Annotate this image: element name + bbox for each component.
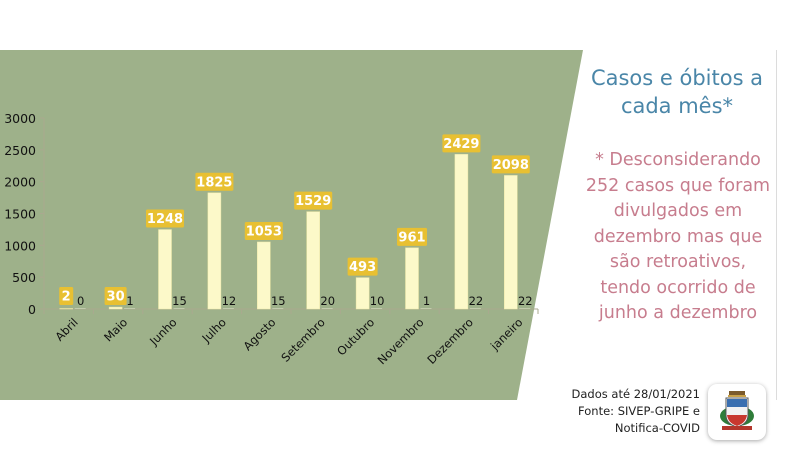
data-label-box	[195, 172, 234, 191]
y-tick-label: 3000	[4, 111, 36, 126]
data-label-cases: 2429	[443, 137, 479, 152]
data-label-cases: 2	[62, 290, 71, 305]
y-tick-label: 0	[28, 302, 36, 317]
municipal-emblem	[708, 384, 766, 440]
bar-deaths	[420, 308, 432, 309]
data-label-box	[347, 257, 378, 276]
data-label-box	[146, 209, 184, 228]
bar-deaths	[222, 308, 234, 309]
bar-deaths	[321, 308, 333, 309]
bar-deaths	[74, 308, 86, 309]
data-date: Dados até 28/01/2021	[571, 387, 700, 401]
data-label-box	[397, 227, 427, 246]
data-label-cases: 493	[349, 260, 376, 275]
municipal-coat-of-arms-icon	[720, 391, 754, 430]
data-label-cases: 2098	[493, 158, 529, 173]
data-label-box	[59, 287, 74, 305]
bar-cases	[108, 306, 123, 310]
y-tick-label: 2000	[4, 175, 36, 190]
bar-cases	[306, 211, 320, 310]
data-label-box	[104, 287, 127, 305]
bar-cases	[257, 241, 271, 310]
data-label-deaths: 20	[320, 294, 335, 308]
bar-deaths	[469, 308, 481, 309]
bar-cases	[158, 229, 172, 310]
data-label-cases: 1248	[147, 212, 183, 227]
data-label-deaths: 1	[126, 294, 133, 308]
data-label-deaths: 10	[370, 294, 385, 308]
data-label-deaths: 15	[271, 294, 286, 308]
bar-cases	[355, 277, 370, 310]
data-source-line: Fonte: SIVEP-GRIPE e	[578, 404, 700, 418]
bar-deaths	[272, 308, 284, 309]
divider	[776, 50, 777, 400]
data-source-line: Notifica-COVID	[614, 421, 700, 435]
y-tick-label: 1500	[4, 207, 36, 222]
bar-deaths	[124, 308, 136, 309]
plot-background	[0, 50, 583, 400]
bar-cases	[405, 247, 419, 310]
bar-deaths	[371, 308, 383, 309]
chart-title: Casos e óbitos a cada mês*	[590, 66, 764, 118]
y-tick-label: 2500	[4, 143, 36, 158]
data-label-deaths: 22	[518, 294, 533, 308]
chart-labels: 2 0 30 112481518251210531515292049310961124…	[59, 134, 533, 308]
bar-deaths	[173, 308, 185, 309]
data-label-deaths: 0	[77, 294, 84, 308]
bar-cases	[504, 175, 518, 310]
data-label-deaths: 1	[423, 294, 430, 308]
data-label-box	[491, 155, 530, 174]
data-label-cases: 30	[107, 290, 125, 305]
bar-deaths	[519, 308, 531, 309]
bar-cases	[207, 192, 222, 310]
data-label-deaths: 15	[172, 294, 187, 308]
data-label-deaths: 12	[222, 294, 237, 308]
data-label-box	[442, 134, 481, 153]
data-label-cases: 1825	[196, 175, 232, 190]
y-tick-label: 500	[12, 270, 36, 285]
y-tick-label: 1000	[4, 238, 36, 253]
data-source: Dados até 28/01/2021 Fonte: SIVEP-GRIPE …	[552, 386, 700, 437]
bar-cases	[454, 154, 469, 310]
bar-cases	[59, 308, 73, 310]
data-label-cases: 1529	[295, 194, 331, 209]
data-label-box	[244, 221, 283, 240]
data-label-cases: 961	[398, 230, 425, 245]
data-label-box	[294, 191, 333, 210]
chart-bars	[59, 154, 531, 310]
disclaimer-note: * Desconsiderando 252 casos que foram di…	[585, 150, 771, 323]
data-label-deaths: 22	[469, 294, 484, 308]
data-label-cases: 1053	[246, 224, 282, 239]
